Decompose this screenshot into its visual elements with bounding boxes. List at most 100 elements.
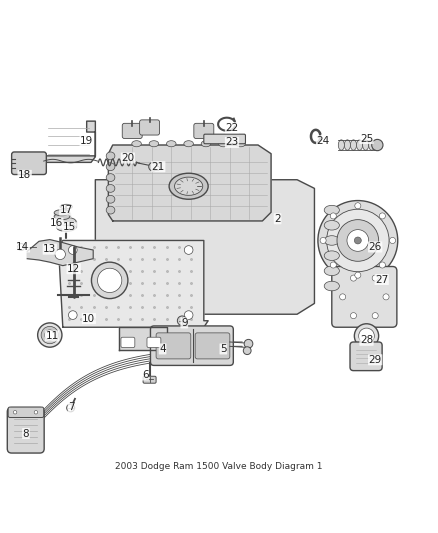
Circle shape (155, 166, 159, 171)
Text: 12: 12 (67, 264, 80, 273)
Ellipse shape (106, 206, 115, 214)
Text: 25: 25 (360, 134, 373, 143)
Circle shape (350, 275, 357, 281)
Text: 7: 7 (68, 402, 75, 413)
Ellipse shape (132, 141, 141, 147)
Polygon shape (27, 240, 93, 265)
FancyBboxPatch shape (147, 337, 161, 348)
Circle shape (68, 246, 77, 254)
Text: 9: 9 (181, 318, 187, 328)
FancyBboxPatch shape (350, 342, 382, 370)
Text: 8: 8 (23, 429, 29, 439)
FancyBboxPatch shape (151, 326, 233, 366)
Circle shape (347, 230, 369, 252)
Polygon shape (39, 121, 95, 163)
Polygon shape (119, 327, 180, 350)
Circle shape (34, 410, 38, 414)
Text: 4: 4 (159, 344, 166, 354)
FancyBboxPatch shape (140, 120, 159, 135)
Ellipse shape (106, 163, 115, 171)
Ellipse shape (201, 141, 211, 147)
Text: 23: 23 (226, 138, 239, 148)
Circle shape (354, 237, 361, 244)
FancyBboxPatch shape (122, 123, 142, 139)
FancyBboxPatch shape (8, 407, 44, 417)
Circle shape (98, 268, 122, 293)
Circle shape (320, 237, 326, 244)
Text: 26: 26 (368, 242, 382, 252)
Ellipse shape (375, 140, 381, 150)
Circle shape (318, 200, 398, 280)
Ellipse shape (344, 140, 350, 150)
Ellipse shape (219, 141, 228, 147)
Circle shape (243, 347, 251, 354)
Circle shape (379, 262, 385, 268)
Circle shape (67, 404, 74, 412)
Circle shape (18, 244, 25, 251)
Ellipse shape (324, 251, 339, 261)
Circle shape (177, 316, 187, 326)
FancyBboxPatch shape (195, 333, 230, 359)
Circle shape (389, 237, 396, 244)
Ellipse shape (324, 236, 339, 245)
Ellipse shape (236, 141, 245, 147)
Text: 16: 16 (49, 218, 63, 228)
FancyBboxPatch shape (332, 266, 397, 327)
Ellipse shape (166, 141, 176, 147)
Circle shape (55, 249, 65, 260)
Circle shape (350, 313, 357, 319)
Text: 2003 Dodge Ram 1500 Valve Body Diagram 1: 2003 Dodge Ram 1500 Valve Body Diagram 1 (115, 462, 323, 471)
Circle shape (355, 203, 361, 209)
FancyBboxPatch shape (194, 123, 214, 139)
Circle shape (372, 313, 378, 319)
Text: 17: 17 (60, 205, 73, 215)
Text: 24: 24 (317, 136, 330, 146)
Text: 29: 29 (368, 355, 382, 365)
Text: 10: 10 (82, 313, 95, 324)
Text: 21: 21 (152, 161, 165, 172)
Ellipse shape (357, 140, 363, 150)
Text: 18: 18 (18, 171, 31, 180)
Ellipse shape (169, 173, 208, 199)
Text: 28: 28 (360, 335, 373, 345)
Ellipse shape (184, 141, 194, 147)
Circle shape (372, 140, 383, 151)
Text: 14: 14 (16, 242, 29, 252)
Ellipse shape (54, 209, 70, 216)
Ellipse shape (106, 174, 115, 181)
Ellipse shape (174, 177, 203, 196)
Ellipse shape (106, 196, 115, 203)
Ellipse shape (57, 217, 76, 225)
Ellipse shape (324, 281, 339, 291)
Text: 22: 22 (226, 123, 239, 133)
Circle shape (38, 323, 62, 347)
FancyBboxPatch shape (156, 333, 191, 359)
Circle shape (149, 163, 157, 171)
Circle shape (359, 328, 374, 344)
FancyBboxPatch shape (12, 152, 46, 174)
Circle shape (184, 246, 193, 254)
Polygon shape (54, 213, 70, 216)
Polygon shape (95, 180, 314, 314)
Ellipse shape (369, 140, 375, 150)
Ellipse shape (57, 223, 76, 231)
Ellipse shape (363, 140, 369, 150)
Text: 13: 13 (43, 244, 57, 254)
Circle shape (372, 275, 378, 281)
Text: 19: 19 (80, 136, 93, 146)
Text: 2: 2 (274, 214, 281, 224)
Ellipse shape (54, 214, 70, 220)
Circle shape (379, 213, 385, 219)
Ellipse shape (350, 140, 357, 150)
Text: 5: 5 (220, 344, 226, 354)
Circle shape (330, 262, 336, 268)
FancyBboxPatch shape (121, 337, 135, 348)
Polygon shape (57, 221, 76, 228)
Ellipse shape (149, 141, 159, 147)
Text: 15: 15 (63, 222, 76, 232)
Text: 20: 20 (121, 153, 134, 163)
FancyBboxPatch shape (7, 408, 44, 453)
Circle shape (41, 326, 59, 344)
Circle shape (339, 294, 346, 300)
Circle shape (184, 311, 193, 319)
